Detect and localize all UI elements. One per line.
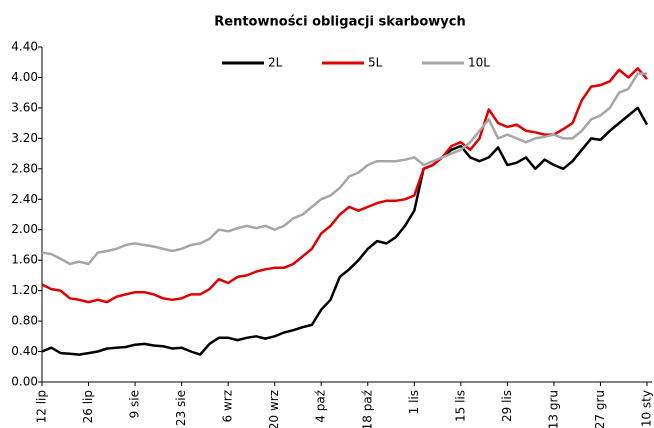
x-tick-label: 13 gru [546, 390, 560, 428]
y-tick-label: 0.80 [11, 314, 38, 328]
x-tick-label: 15 lis [453, 390, 467, 422]
x-tick-label: 9 sie [128, 390, 142, 418]
y-tick-label: 0.00 [11, 375, 38, 389]
x-tick-label: 6 wrz [221, 390, 235, 423]
x-tick-label: 10 sty [640, 390, 654, 427]
y-tick-label: 3.20 [11, 131, 38, 145]
x-tick-label: 20 wrz [267, 390, 281, 428]
x-tick-label: 26 lip [81, 390, 95, 423]
legend-label: 10L [468, 56, 490, 70]
x-tick-label: 1 lis [407, 390, 421, 414]
x-tick-label: 18 paź [360, 390, 374, 428]
series-line [41, 67, 648, 304]
x-tick-label: 4 paź [314, 390, 328, 423]
legend-label: 2L [268, 56, 283, 70]
legend-label: 5L [368, 56, 383, 70]
y-tick-label: 1.20 [11, 283, 38, 297]
chart-title: Rentowności obligacji skarbowych [214, 15, 465, 30]
x-tick-label: 29 lis [500, 390, 514, 422]
y-tick-label: 1.60 [11, 253, 38, 267]
y-tick-label: 2.40 [11, 192, 38, 206]
series-line [41, 106, 649, 356]
x-tick-label: 12 lip [35, 390, 49, 423]
y-tick-label: 3.60 [11, 100, 38, 114]
y-tick-label: 2.80 [11, 161, 38, 175]
y-tick-label: 4.00 [11, 70, 38, 84]
y-tick-label: 2.00 [11, 222, 38, 236]
y-tick-label: 4.40 [11, 40, 38, 54]
series-line [41, 72, 647, 266]
y-tick-label: 0.40 [11, 344, 38, 358]
x-tick-label: 27 gru [593, 390, 607, 428]
x-tick-label: 23 sie [174, 390, 188, 426]
